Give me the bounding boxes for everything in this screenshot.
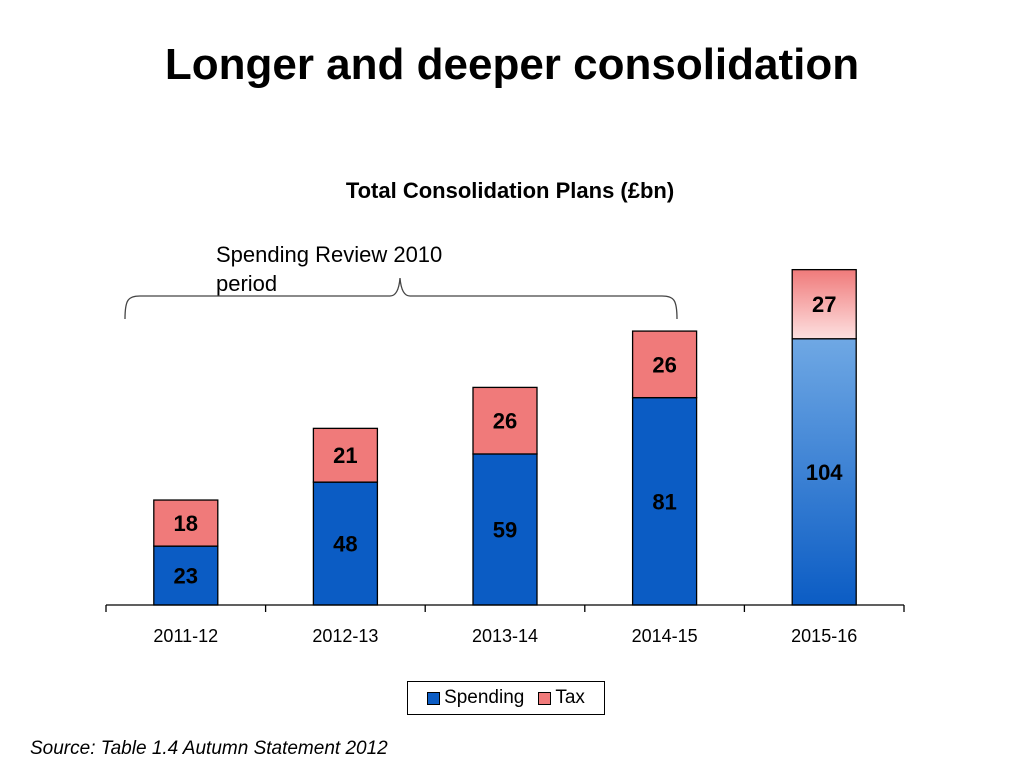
data-label-tax-2015-16: 27 [812,292,836,317]
bar-tax-2015-16 [791,268,857,340]
bar-tax-2014-15 [631,330,698,399]
data-label-tax-2014-15: 26 [652,352,676,377]
data-label-spending-2011-12: 23 [174,564,198,589]
data-label-spending-2015-16: 104 [806,460,843,485]
bar-tax-2012-13 [312,427,379,483]
slide-title: Longer and deeper consolidation [164,40,860,89]
data-label-tax-2011-12: 18 [174,511,198,536]
period-brace [124,277,678,320]
data-label-spending-2013-14: 59 [493,517,517,542]
tax-swatch [538,691,552,705]
spending-swatch [427,691,441,705]
legend-item-tax: Tax [538,687,585,709]
x-tick-label-2012-13: 2012-13 [312,626,378,646]
x-tick-label-2014-15: 2014-15 [632,626,698,646]
legend-label-spending: Spending [444,687,525,708]
legend-item-spending: Spending [427,687,524,709]
bar-spending-2014-15 [631,396,698,606]
x-tick-label-2011-12: 2011-12 [153,626,218,646]
source-note: Source: Table 1.4 Autumn Statement 2012 [30,738,388,759]
x-tick-label-2015-16: 2015-16 [791,626,857,646]
bar-tax-2011-12 [153,499,219,547]
chart-title: Total Consolidation Plans (£bn) [345,178,675,203]
data-label-spending-2014-15: 81 [652,489,676,514]
x-tick-label-2013-14: 2013-14 [472,626,538,646]
bar-spending-2013-14 [472,453,538,606]
legend-label-tax: Tax [555,687,585,708]
legend: Spending Tax [407,681,605,715]
bar-spending-2015-16 [791,338,857,606]
data-label-tax-2012-13: 21 [333,443,357,468]
data-label-tax-2013-14: 26 [493,409,517,434]
data-label-spending-2012-13: 48 [333,532,357,557]
period-annotation: Spending Review 2010 period [216,242,443,296]
bar-tax-2013-14 [472,386,538,455]
